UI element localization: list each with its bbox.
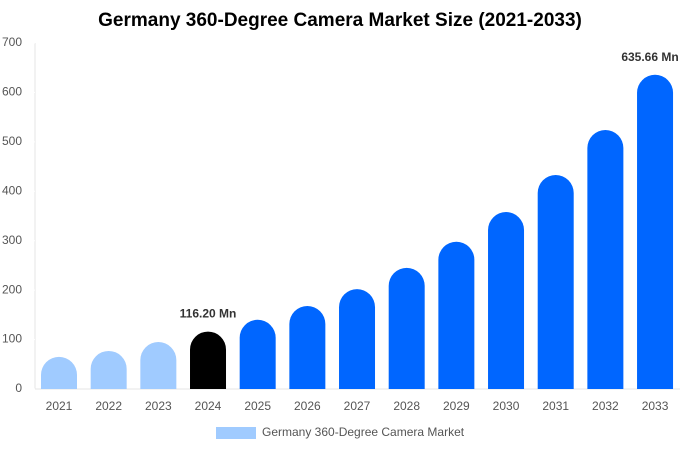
x-tick-label: 2031 <box>542 399 569 413</box>
bar <box>388 267 425 389</box>
data-label: 116.20 Mn <box>180 307 237 321</box>
x-tick-label: 2030 <box>493 399 520 413</box>
x-tick-label: 2029 <box>443 399 470 413</box>
y-tick-label: 500 <box>2 134 22 148</box>
y-tick-label: 600 <box>2 85 22 99</box>
y-tick-label: 700 <box>2 35 22 49</box>
x-tick-label: 2022 <box>95 399 122 413</box>
y-tick-label: 300 <box>2 233 22 247</box>
data-label: 635.66 Mn <box>621 50 678 64</box>
bar <box>537 174 574 389</box>
x-tick-label: 2032 <box>592 399 619 413</box>
x-tick-label: 2026 <box>294 399 321 413</box>
y-tick-label: 0 <box>15 381 22 395</box>
y-tick-label: 200 <box>2 282 22 296</box>
x-tick-label: 2028 <box>393 399 420 413</box>
chart-title: Germany 360-Degree Camera Market Size (2… <box>98 10 582 31</box>
legend-label: Germany 360-Degree Camera Market <box>262 425 465 439</box>
bar <box>289 305 326 389</box>
y-tick-label: 400 <box>2 183 22 197</box>
x-tick-label: 2021 <box>46 399 73 413</box>
bar <box>190 331 227 389</box>
y-tick-label: 100 <box>2 332 22 346</box>
bar <box>140 342 177 389</box>
bar <box>339 289 376 389</box>
x-tick-label: 2027 <box>344 399 371 413</box>
bar <box>90 350 127 389</box>
bar <box>587 129 624 389</box>
bar <box>438 241 475 389</box>
x-tick-label: 2023 <box>145 399 172 413</box>
bar <box>41 356 77 389</box>
bar <box>488 212 525 389</box>
bar <box>239 319 276 389</box>
x-tick-label: 2024 <box>195 399 222 413</box>
x-tick-label: 2033 <box>642 399 669 413</box>
x-tick-label: 2025 <box>244 399 271 413</box>
bar <box>637 74 674 390</box>
legend-swatch <box>216 427 256 439</box>
